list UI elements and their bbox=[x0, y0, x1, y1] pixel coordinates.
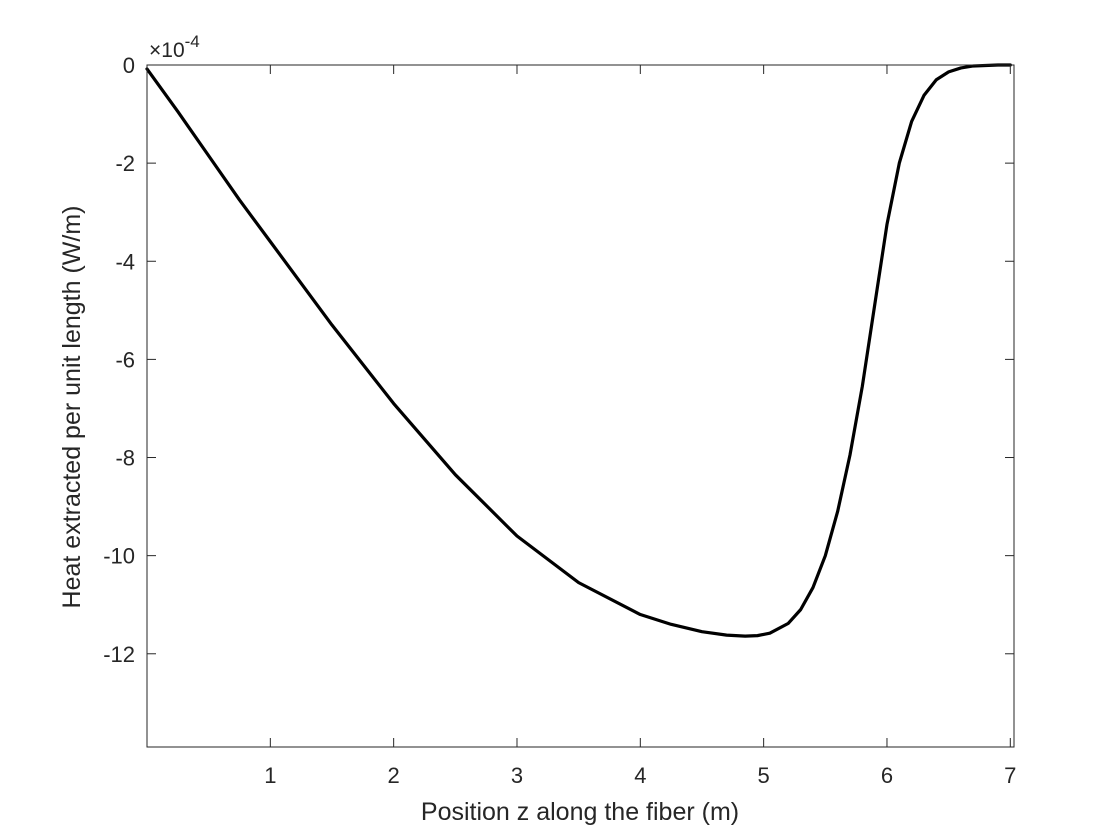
y-axis-label: Heat extracted per unit length (W/m) bbox=[58, 206, 86, 609]
x-tick-label: 5 bbox=[758, 763, 770, 788]
y-exponent-label: ×10-4 bbox=[149, 32, 200, 62]
plot-area bbox=[147, 65, 1014, 747]
y-tick-label: -8 bbox=[115, 446, 135, 471]
y-tick-label: 0 bbox=[123, 53, 135, 78]
x-tick-label: 6 bbox=[881, 763, 893, 788]
plot-frame bbox=[146, 64, 1015, 748]
x-axis-ticks: 1 2 3 4 5 6 7 bbox=[264, 65, 1016, 788]
y-tick-label: -4 bbox=[115, 249, 135, 274]
y-exponent-base: ×10 bbox=[149, 39, 185, 62]
series-layer bbox=[145, 63, 1012, 638]
y-axis-ticks: 0 -2 -4 -6 -8 -10 -12 bbox=[103, 53, 1014, 667]
y-tick-label: -12 bbox=[103, 642, 135, 667]
y-exponent-power: -4 bbox=[185, 32, 200, 51]
y-tick-label: -6 bbox=[115, 347, 135, 372]
y-tick-label: -2 bbox=[115, 151, 135, 176]
x-tick-label: 2 bbox=[388, 763, 400, 788]
y-tick-label: -10 bbox=[103, 544, 135, 569]
x-tick-label: 4 bbox=[634, 763, 646, 788]
series-line-0 bbox=[145, 63, 1012, 638]
x-tick-label: 1 bbox=[264, 763, 276, 788]
x-tick-label: 7 bbox=[1004, 763, 1016, 788]
x-tick-label: 3 bbox=[511, 763, 523, 788]
x-axis-label: Position z along the fiber (m) bbox=[421, 798, 739, 826]
